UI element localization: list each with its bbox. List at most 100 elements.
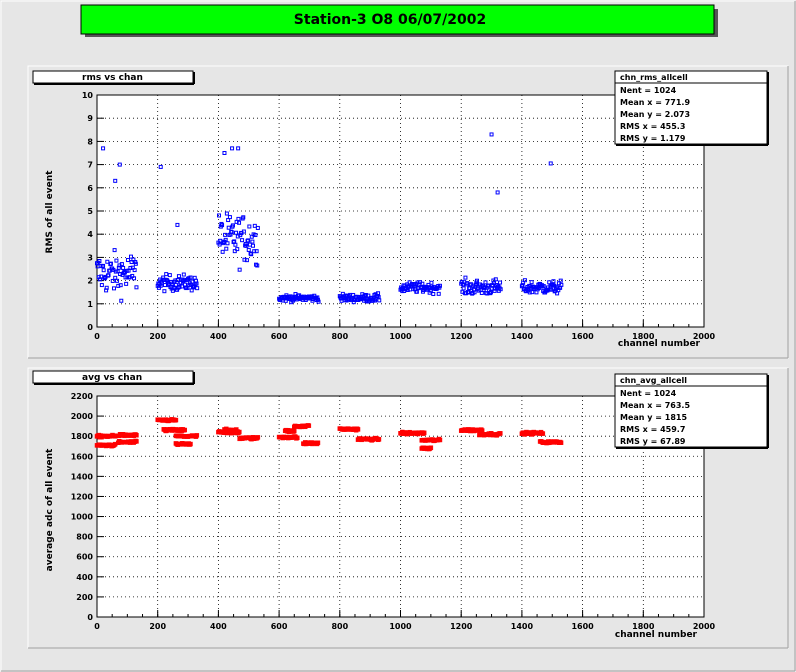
avg-x-ticks: 0 200 400 600 800 1000 1200 1400 1600 1800 2000	[94, 610, 716, 631]
avg-point	[376, 437, 382, 442]
rms-point	[158, 164, 163, 169]
rms-chart-title: rms vs chan	[82, 73, 143, 83]
rms-point	[486, 283, 491, 288]
rms-point	[429, 280, 434, 285]
rms-point	[437, 283, 442, 288]
rms-point	[241, 229, 246, 234]
rms-point	[99, 283, 104, 288]
rms-point	[217, 242, 222, 247]
stats-row: RMS y = 1.179	[620, 134, 686, 143]
rms-point	[366, 293, 371, 298]
rms-point	[220, 249, 225, 254]
rms-point	[162, 283, 167, 288]
rms-point	[498, 287, 503, 292]
x-tick-label: 1200	[450, 332, 473, 341]
x-tick-label: 600	[271, 332, 288, 341]
y-tick-label: 7	[87, 161, 93, 170]
rms-point	[236, 146, 241, 151]
avg-point	[355, 427, 361, 432]
x-tick-label: 1000	[389, 622, 412, 631]
rms-point	[114, 258, 119, 263]
avg-plot-frame	[96, 395, 705, 618]
x-tick-label: 2000	[693, 332, 716, 341]
rms-point	[552, 283, 557, 288]
avg-stats-name: chn_avg_allcell	[620, 376, 687, 385]
rms-point	[115, 269, 120, 274]
rms-point	[116, 265, 121, 270]
rms-point	[162, 289, 167, 294]
rms-point	[255, 263, 260, 268]
rms-point	[124, 281, 129, 286]
rms-point	[176, 274, 181, 279]
avg-point	[194, 433, 200, 438]
rms-point	[246, 247, 251, 252]
rms-point	[495, 190, 500, 195]
avg-point	[295, 435, 300, 441]
rms-point	[463, 275, 468, 280]
rms-point	[128, 254, 133, 259]
y-tick-label: 2	[87, 277, 93, 286]
stats-row: Mean x = 771.9	[620, 98, 690, 107]
y-tick-label: 6	[87, 184, 93, 193]
rms-point	[252, 249, 257, 254]
rms-point	[224, 246, 229, 251]
rms-point	[377, 298, 382, 303]
rms-point	[250, 239, 255, 244]
rms-point	[237, 267, 242, 272]
rms-point	[195, 286, 200, 291]
x-tick-label: 1600	[571, 622, 594, 631]
avg-x-label: channel number	[615, 630, 698, 640]
page-title: Station-3 O8 06/07/2002	[294, 12, 486, 28]
y-tick-label: 800	[76, 533, 93, 542]
rms-point	[465, 281, 470, 286]
stats-row: RMS y = 67.89	[620, 437, 686, 446]
rms-point	[473, 282, 478, 287]
y-tick-label: 400	[76, 573, 93, 582]
rms-point	[436, 291, 441, 296]
avg-point	[292, 428, 297, 434]
rms-point	[461, 286, 466, 291]
avg-point	[188, 441, 193, 447]
rms-point	[101, 263, 106, 268]
y-tick-label: 8	[87, 137, 93, 146]
x-tick-label: 1800	[632, 622, 655, 631]
rms-point	[414, 289, 419, 294]
avg-chart-title: avg vs chan	[82, 373, 142, 383]
avg-point	[173, 417, 179, 423]
rms-point	[247, 224, 252, 229]
rms-point	[522, 278, 527, 283]
avg-point	[255, 435, 261, 440]
y-tick-label: 10	[82, 91, 94, 100]
x-tick-label: 800	[331, 622, 348, 631]
rms-point	[242, 257, 247, 262]
rms-point	[488, 291, 493, 296]
rms-point	[218, 238, 223, 243]
rms-point	[230, 223, 235, 228]
avg-stats-box: chn_avg_allcell Nent = 1024 Mean x = 763.…	[614, 373, 769, 449]
x-tick-label: 1600	[571, 332, 594, 341]
y-tick-label: 1000	[71, 513, 94, 522]
rms-points	[95, 132, 564, 305]
rms-pad: 0 200 400 600 800 1000 1200 1400 1600 1800 2000 0 1…	[27, 65, 789, 359]
rms-point	[132, 276, 137, 281]
y-tick-label: 2200	[71, 392, 94, 401]
rms-point	[181, 272, 186, 277]
rms-point	[113, 178, 118, 183]
x-tick-label: 1000	[389, 332, 412, 341]
avg-point	[540, 431, 546, 436]
y-tick-label: 1400	[71, 472, 94, 481]
rms-point	[230, 146, 235, 151]
stats-row: RMS x = 455.3	[620, 122, 685, 131]
rms-point	[465, 289, 470, 294]
rms-stats-name: chn_rms_allcell	[620, 73, 688, 82]
y-tick-label: 1	[87, 300, 93, 309]
rms-point	[118, 283, 123, 288]
rms-point	[488, 290, 493, 295]
x-tick-label: 1400	[511, 622, 534, 631]
rms-point	[220, 223, 225, 228]
rms-point	[241, 215, 246, 220]
rms-point	[492, 288, 497, 293]
x-tick-label: 0	[94, 332, 100, 341]
rms-point	[104, 285, 109, 290]
